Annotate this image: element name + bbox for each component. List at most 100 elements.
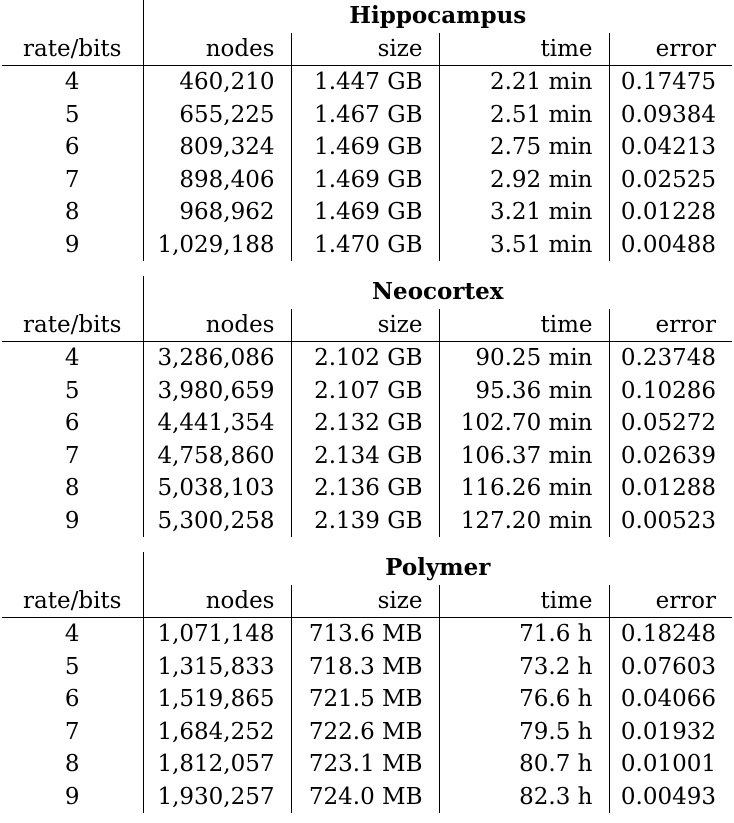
section-title-row: Hippocampus [2, 0, 733, 33]
cell-nodes: 1,315,833 [142, 650, 291, 683]
cell-error: 0.02525 [608, 163, 733, 196]
column-header-error: error [608, 32, 733, 66]
cell-time: 2.51 min [438, 98, 609, 131]
cell-error: 0.00493 [608, 780, 733, 813]
cell-error: 0.07603 [608, 650, 733, 683]
column-header-error: error [608, 584, 733, 618]
table-row: 5 3,980,659 2.107 GB 95.36 min 0.10286 [2, 374, 732, 407]
cell-error: 0.17475 [608, 65, 733, 99]
cell-size: 2.139 GB [290, 504, 439, 537]
cell-time: 106.37 min [438, 439, 609, 472]
cell-error: 0.05272 [608, 407, 732, 440]
cell-size: 1.470 GB [290, 228, 439, 261]
column-header-size: size [290, 32, 439, 66]
cell-error: 0.09384 [608, 98, 733, 131]
cell-nodes: 1,930,257 [142, 780, 291, 813]
column-header-time: time [438, 584, 609, 618]
cell-error: 0.10286 [608, 374, 732, 407]
cell-error: 0.18248 [608, 617, 733, 651]
title-blank-cell [2, 0, 143, 33]
cell-time: 2.21 min [438, 65, 609, 99]
table-row: 8 1,812,057 723.1 MB 80.7 h 0.01001 [2, 748, 733, 781]
cell-time: 80.7 h [438, 748, 609, 781]
table-row: 9 1,930,257 724.0 MB 82.3 h 0.00493 [2, 780, 733, 813]
table-row: 6 4,441,354 2.132 GB 102.70 min 0.05272 [2, 407, 732, 440]
cell-size: 1.467 GB [290, 98, 439, 131]
cell-rate: 7 [64, 166, 80, 193]
table-row: 8 968,962 1.469 GB 3.21 min 0.01228 [2, 196, 733, 229]
table-row: 6 809,324 1.469 GB 2.75 min 0.04213 [2, 131, 733, 164]
cell-nodes: 655,225 [142, 98, 291, 131]
cell-time: 2.75 min [438, 131, 609, 164]
cell-time: 3.21 min [438, 196, 609, 229]
cell-size: 723.1 MB [290, 748, 439, 781]
table-row: 4 460,210 1.447 GB 2.21 min 0.17475 [2, 65, 733, 99]
column-header-nodes: nodes [142, 32, 291, 66]
cell-error: 0.00488 [608, 228, 733, 261]
cell-size: 718.3 MB [290, 650, 439, 683]
results-table-polymer: Polymer rate/bits nodes size time error 4 1,071… [2, 552, 733, 813]
cell-rate: 4 [2, 341, 143, 375]
header-row: rate/bits nodes size time error [2, 584, 733, 618]
cell-time: 79.5 h [438, 715, 609, 748]
cell-error: 0.00523 [608, 504, 732, 537]
cell-rate: 5 [64, 101, 80, 128]
cell-rate: 9 [64, 231, 80, 258]
cell-size: 1.469 GB [290, 131, 439, 164]
table-row: 4 3,286,086 2.102 GB 90.25 min 0.23748 [2, 341, 732, 375]
cell-time: 76.6 h [438, 683, 609, 716]
cell-nodes: 898,406 [142, 163, 291, 196]
column-header-size: size [290, 584, 439, 618]
cell-time: 102.70 min [438, 407, 609, 440]
cell-rate: 7 [64, 442, 80, 469]
cell-nodes: 460,210 [142, 65, 291, 99]
cell-nodes: 968,962 [142, 196, 291, 229]
cell-rate: 4 [2, 65, 143, 99]
cell-time: 2.92 min [438, 163, 609, 196]
cell-error: 0.23748 [608, 341, 732, 375]
cell-time: 71.6 h [438, 617, 609, 651]
cell-error: 0.01288 [608, 472, 732, 505]
column-header-time: time [438, 32, 609, 66]
cell-time: 82.3 h [438, 780, 609, 813]
table-row: 5 655,225 1.467 GB 2.51 min 0.09384 [2, 98, 733, 131]
cell-nodes: 3,980,659 [142, 374, 291, 407]
cell-size: 2.132 GB [290, 407, 439, 440]
cell-time: 90.25 min [438, 341, 609, 375]
cell-nodes: 4,441,354 [142, 407, 291, 440]
section-title-row: Polymer [2, 552, 733, 585]
cell-rate: 4 [2, 617, 143, 651]
cell-size: 722.6 MB [290, 715, 439, 748]
cell-nodes: 1,029,188 [142, 228, 291, 261]
cell-nodes: 809,324 [142, 131, 291, 164]
cell-rate: 7 [64, 718, 80, 745]
header-row: rate/bits nodes size time error [2, 32, 733, 66]
cell-size: 2.102 GB [290, 341, 439, 375]
table-row: 9 5,300,258 2.139 GB 127.20 min 0.00523 [2, 504, 732, 537]
header-row: rate/bits nodes size time error [2, 308, 732, 342]
cell-rate: 5 [64, 653, 80, 680]
cell-error: 0.01228 [608, 196, 733, 229]
cell-rate: 9 [64, 783, 80, 810]
cell-time: 3.51 min [438, 228, 609, 261]
column-header-rate: rate/bits [23, 35, 122, 62]
cell-size: 1.469 GB [290, 163, 439, 196]
cell-error: 0.01932 [608, 715, 733, 748]
cell-error: 0.02639 [608, 439, 732, 472]
cell-size: 2.134 GB [290, 439, 439, 472]
cell-rate: 8 [64, 199, 80, 225]
column-header-time: time [438, 308, 609, 342]
cell-size: 713.6 MB [290, 617, 439, 651]
cell-error: 0.01001 [608, 748, 733, 781]
cell-rate: 6 [64, 410, 80, 436]
cell-size: 2.136 GB [290, 472, 439, 505]
table-row: 9 1,029,188 1.470 GB 3.51 min 0.00488 [2, 228, 733, 261]
table-row: 7 1,684,252 722.6 MB 79.5 h 0.01932 [2, 715, 733, 748]
column-header-size: size [290, 308, 439, 342]
cell-nodes: 3,286,086 [142, 341, 291, 375]
cell-time: 73.2 h [438, 650, 609, 683]
cell-size: 1.469 GB [290, 196, 439, 229]
column-header-rate: rate/bits [23, 311, 122, 338]
cell-time: 95.36 min [438, 374, 609, 407]
